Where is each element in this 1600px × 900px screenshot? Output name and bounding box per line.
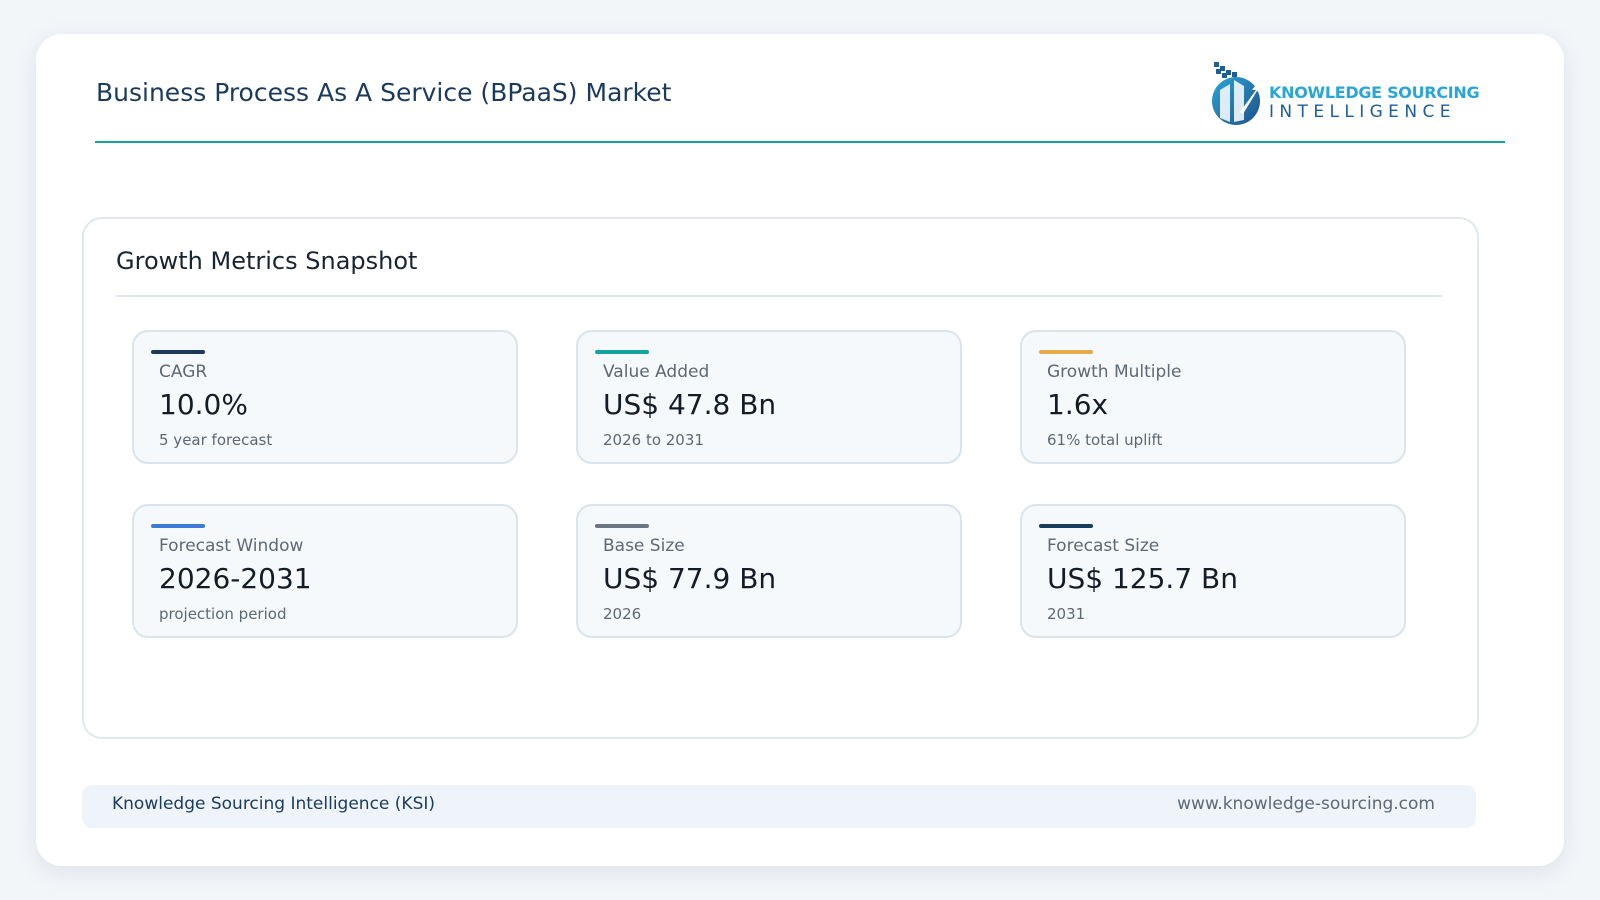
metrics-panel <box>82 217 1479 739</box>
metric-value: 2026-2031 <box>159 562 312 595</box>
accent-bar <box>1039 524 1093 528</box>
header-rule <box>95 141 1505 143</box>
footer-left: Knowledge Sourcing Intelligence (KSI) <box>112 794 436 814</box>
metric-value: US$ 77.9 Bn <box>603 562 777 595</box>
metric-label: Forecast Size <box>1047 536 1160 556</box>
metric-value: 1.6x <box>1047 388 1109 421</box>
metric-note: projection period <box>159 605 287 623</box>
accent-bar <box>151 524 205 528</box>
metric-note: 5 year forecast <box>159 431 273 449</box>
metric-value: US$ 47.8 Bn <box>603 388 777 421</box>
metric-value: 10.0% <box>159 388 248 421</box>
accent-bar <box>151 350 205 354</box>
panel-title: Growth Metrics Snapshot <box>116 247 418 275</box>
metric-label: Base Size <box>603 536 685 556</box>
footer-right: www.knowledge-sourcing.com <box>1177 794 1435 814</box>
accent-bar <box>595 524 649 528</box>
panel-divider <box>116 295 1442 297</box>
logo-text: INTELLIGENCE <box>1269 102 1456 122</box>
metric-card: Forecast Size US$ 125.7 Bn 2031 <box>1020 504 1406 638</box>
metric-value: US$ 125.7 Bn <box>1047 562 1238 595</box>
metric-label: Growth Multiple <box>1047 362 1182 382</box>
metric-label: Value Added <box>603 362 710 382</box>
accent-bar <box>1039 350 1093 354</box>
metric-note: 61% total uplift <box>1047 431 1163 449</box>
logo-text: KNOWLEDGE SOURCING <box>1269 83 1480 102</box>
logo-icon <box>1212 62 1260 125</box>
metric-note: 2026 <box>603 605 642 623</box>
header-title: Business Process As A Service (BPaaS) Ma… <box>96 78 672 107</box>
metric-card: Forecast Window 2026-2031 projection perio… <box>132 504 518 638</box>
metric-note: 2031 <box>1047 605 1086 623</box>
footer <box>82 785 1476 828</box>
metric-label: Forecast Window <box>159 536 304 556</box>
metric-card: Base Size US$ 77.9 Bn 2026 <box>576 504 962 638</box>
metric-card: Value Added US$ 47.8 Bn 2026 to 2031 <box>576 330 962 464</box>
metric-label: CAGR <box>159 362 208 382</box>
metric-card: CAGR 10.0% 5 year forecast <box>132 330 518 464</box>
metric-card: Growth Multiple 1.6x 61% total uplift <box>1020 330 1406 464</box>
metric-note: 2026 to 2031 <box>603 431 704 449</box>
accent-bar <box>595 350 649 354</box>
